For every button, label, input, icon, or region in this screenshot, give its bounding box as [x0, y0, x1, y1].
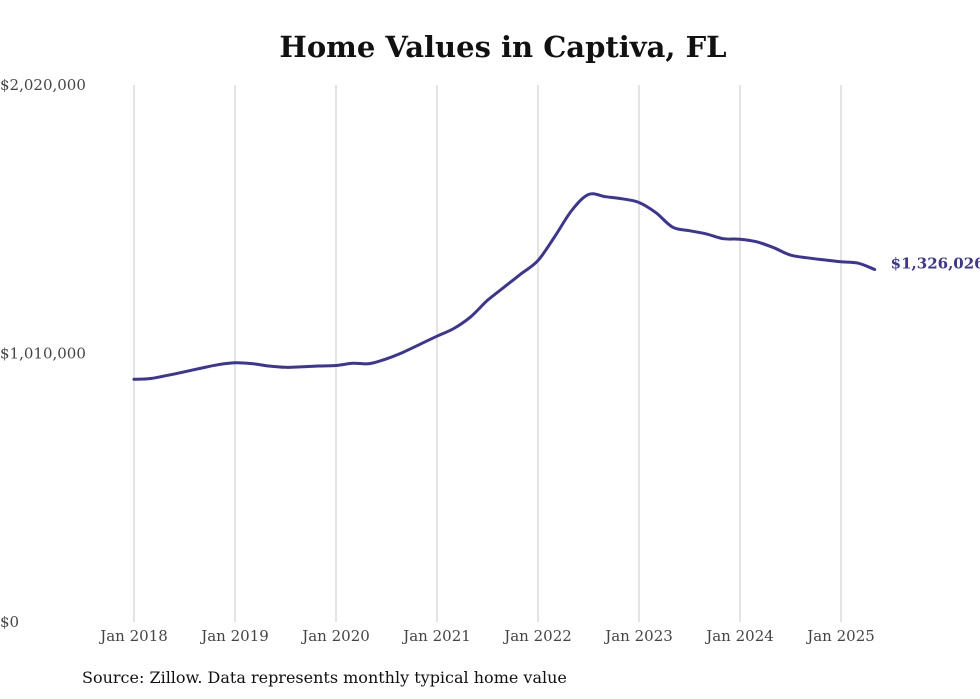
x-tick-label: Jan 2024: [704, 627, 774, 645]
x-tick-label: Jan 2018: [98, 627, 168, 645]
series-layer: [132, 192, 877, 381]
series-line: [132, 192, 877, 381]
source-note: Source: Zillow. Data represents monthly …: [82, 668, 567, 687]
x-tick-label: Jan 2021: [401, 627, 471, 645]
gridlines: [133, 85, 842, 622]
end-value-label: $1,326,026: [891, 254, 980, 272]
x-tick-label: Jan 2022: [502, 627, 572, 645]
x-tick-label: Jan 2019: [199, 627, 269, 645]
x-tick-label: Jan 2020: [300, 627, 370, 645]
y-tick-label: $0: [0, 613, 19, 631]
y-tick-label: $2,020,000: [0, 76, 86, 94]
y-tick-label: $1,010,000: [0, 345, 86, 363]
chart-title: Home Values in Captiva, FL: [279, 30, 727, 64]
labels: Jan 2018 Jan 2019 Jan 2020 Jan 2021 Jan 2022…: [0, 76, 980, 645]
x-tick-label: Jan 2025: [805, 627, 875, 645]
x-tick-label: Jan 2023: [603, 627, 673, 645]
